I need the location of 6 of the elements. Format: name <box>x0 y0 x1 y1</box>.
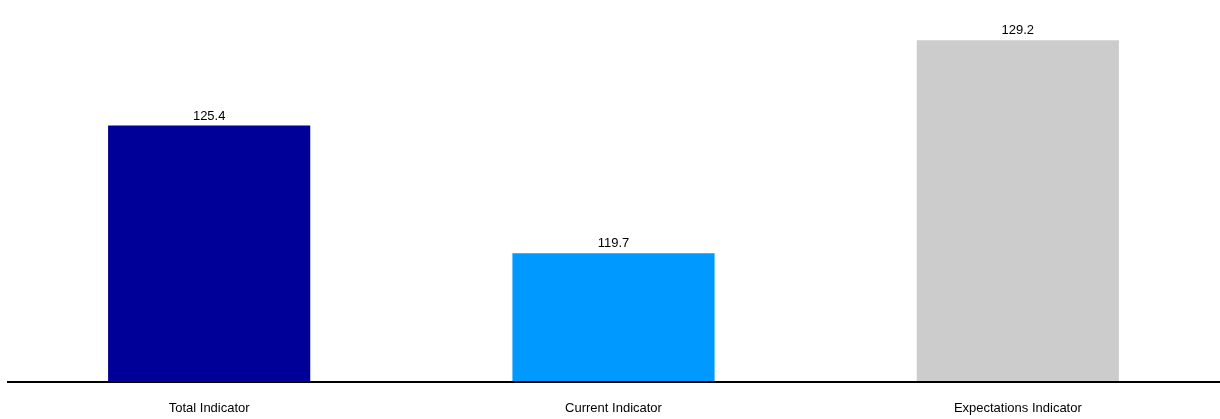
data-label: 119.7 <box>597 235 630 251</box>
x-tick-label: Expectations Indicator <box>953 400 1083 416</box>
x-tick-label: Current Indicator <box>565 400 663 416</box>
x-tick-label: Total Indicator <box>168 400 251 416</box>
data-label: 129.2 <box>1001 22 1035 38</box>
data-label: 125.4 <box>192 107 226 123</box>
